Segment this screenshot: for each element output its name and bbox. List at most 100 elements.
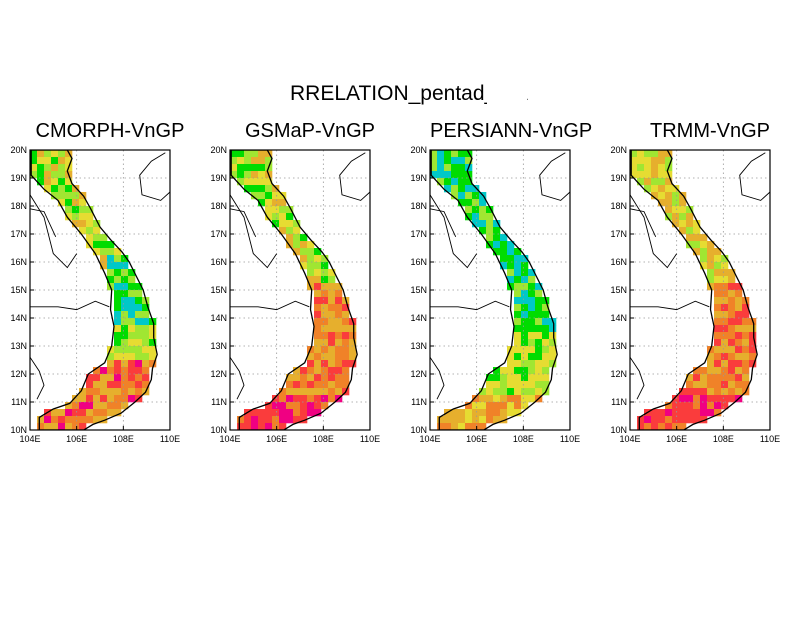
grid-cell (149, 325, 157, 333)
grid-cell (314, 360, 322, 368)
grid-cell (65, 416, 73, 424)
grid-cell (528, 332, 536, 340)
grid-cell (135, 381, 143, 389)
grid-cell (693, 220, 701, 228)
grid-cell (721, 283, 729, 291)
grid-cell (714, 395, 722, 403)
grid-cell (500, 367, 508, 375)
grid-cell (528, 388, 536, 396)
grid-cell (665, 416, 673, 424)
grid-cell (335, 339, 343, 347)
grid-cell (265, 192, 273, 200)
grid-cell (121, 346, 129, 354)
grid-cell (542, 346, 550, 354)
grid-cell (121, 255, 129, 263)
lat-tick-label: 18N (410, 201, 427, 211)
grid-cell (644, 185, 652, 193)
grid-cell (237, 423, 245, 430)
grid-cell (714, 409, 722, 417)
grid-cell (65, 185, 73, 193)
grid-cell (714, 311, 722, 319)
grid-cell (237, 416, 245, 424)
grid-cell (328, 283, 336, 291)
grid-cell (493, 395, 501, 403)
grid-cell (549, 325, 557, 333)
grid-cell (314, 346, 322, 354)
grid-cell (728, 290, 736, 298)
grid-cell (86, 409, 94, 417)
grid-cell (279, 409, 287, 417)
grid-cell (142, 381, 150, 389)
lat-tick-label: 13N (410, 341, 427, 351)
grid-cell (321, 269, 329, 277)
grid-cell (128, 367, 136, 375)
grid-cell (535, 304, 543, 312)
grid-cell (58, 416, 66, 424)
grid-cell (114, 255, 122, 263)
grid-cell (314, 374, 322, 382)
grid-cell (335, 360, 343, 368)
grid-cell (58, 171, 66, 179)
grid-cell (107, 353, 115, 361)
grid-cell (458, 416, 466, 424)
grid-cell (293, 234, 301, 242)
grid-cell (121, 339, 129, 347)
grid-cell (444, 157, 452, 165)
grid-cell (44, 178, 52, 186)
grid-cell (707, 262, 715, 270)
grid-cell (665, 409, 673, 417)
grid-cell (637, 157, 645, 165)
grid-cell (672, 395, 680, 403)
grid-cell (444, 416, 452, 424)
grid-cell (258, 150, 266, 158)
grid-cell (728, 381, 736, 389)
grid-cell (651, 423, 659, 430)
grid-cell (328, 346, 336, 354)
grid-cell (714, 381, 722, 389)
grid-cell (672, 409, 680, 417)
grid-cell (742, 353, 750, 361)
lat-tick-label: 11N (11, 397, 27, 407)
grid-cell (637, 164, 645, 172)
grid-cell (693, 234, 701, 242)
grid-cell (328, 290, 336, 298)
grid-cell (121, 318, 129, 326)
country-border (739, 152, 770, 201)
grid-cell (521, 276, 529, 284)
grid-cell (728, 388, 736, 396)
grid-cell (507, 395, 515, 403)
grid-cell (500, 395, 508, 403)
grid-cell (742, 367, 750, 375)
country-border (230, 194, 278, 269)
vietnam-coastline (630, 150, 758, 430)
grid-cell (458, 409, 466, 417)
grid-cell (521, 269, 529, 277)
grid-cell (542, 360, 550, 368)
grid-cell (286, 374, 294, 382)
grid-cell (644, 171, 652, 179)
grid-cell (107, 409, 115, 417)
grid-cell (500, 255, 508, 263)
country-border (630, 300, 710, 311)
grid-cell (335, 346, 343, 354)
grid-cell (307, 262, 315, 270)
grid-cell (286, 409, 294, 417)
gridlines (630, 150, 770, 430)
grid-cell (735, 318, 743, 326)
grid-cell (451, 157, 459, 165)
grid-cell (265, 423, 273, 430)
grid-cell (507, 248, 515, 256)
grid-cell (30, 150, 38, 158)
lat-tick-label: 11N (611, 397, 627, 407)
grid-cell (735, 304, 743, 312)
grid-cell (149, 360, 157, 368)
grid-cell (714, 360, 722, 368)
grid-cell (465, 213, 473, 221)
grid-cell (672, 206, 680, 214)
grid-cell (500, 241, 508, 249)
country-border (430, 300, 510, 311)
grid-cell (279, 199, 287, 207)
grid-cell (142, 304, 150, 312)
grid-cell (472, 213, 480, 221)
